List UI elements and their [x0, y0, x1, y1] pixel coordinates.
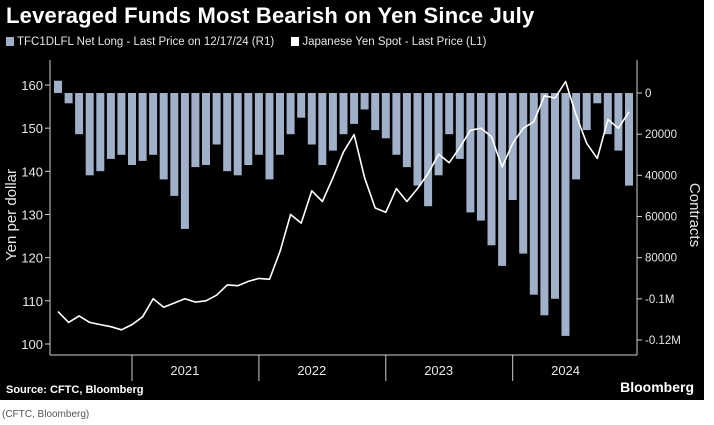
net-long-bar: [106, 93, 115, 159]
net-long-bar: [350, 93, 359, 124]
net-long-bar: [233, 93, 242, 176]
net-long-bar: [466, 93, 475, 213]
x-tick-label: 2023: [424, 363, 453, 378]
right-tick-label: 20000: [645, 129, 677, 141]
net-long-bar: [64, 93, 73, 104]
net-long-bar: [487, 93, 496, 246]
net-long-bar: [265, 93, 274, 180]
net-long-bar: [519, 93, 528, 254]
net-long-bar: [244, 93, 253, 165]
left-tick-label: 160: [21, 78, 43, 93]
yen-spot-line: [57, 80, 630, 331]
net-long-bar: [593, 93, 602, 104]
net-long-bar: [276, 93, 284, 155]
net-long-bar: [117, 93, 126, 155]
net-long-bar: [455, 93, 464, 159]
net-long-bar: [572, 93, 581, 180]
legend-item-yen-spot: Japanese Yen Spot - Last Price (L1): [291, 36, 487, 48]
net-long-bar: [96, 93, 105, 172]
net-long-bar: [498, 93, 507, 266]
x-tick-label: 2022: [297, 363, 326, 378]
net-long-bar: [603, 93, 612, 135]
net-long-bar: [138, 93, 147, 161]
net-long-bar: [339, 93, 348, 135]
net-long-bar: [476, 93, 485, 221]
net-long-bar: [381, 93, 390, 139]
net-long-bar: [254, 93, 263, 155]
source-note: Source: CFTC, Bloomberg: [6, 384, 144, 396]
right-tick-label: 80000: [645, 253, 677, 265]
legend: TFC1DLFL Net Long - Last Price on 12/17/…: [6, 36, 501, 48]
net-long-bar: [625, 93, 633, 186]
x-tick-label: 2024: [551, 363, 580, 378]
net-long-bar: [508, 93, 517, 200]
net-long-bar: [307, 93, 316, 145]
legend-item-net-long: TFC1DLFL Net Long - Last Price on 12/17/…: [6, 36, 274, 48]
right-tick-label: -0.1M: [645, 294, 674, 306]
net-long-bar: [54, 80, 62, 93]
legend-swatch-bars: [6, 37, 14, 46]
right-tick-label: 0: [645, 88, 651, 100]
net-long-bar: [286, 93, 295, 135]
legend-label-yen-spot: Japanese Yen Spot - Last Price (L1): [302, 36, 487, 48]
bar-series: [54, 80, 633, 336]
net-long-bar: [614, 93, 623, 151]
net-long-bar: [392, 93, 401, 155]
left-tick-label: 140: [21, 164, 43, 179]
net-long-bar: [413, 93, 422, 186]
net-long-bar: [551, 93, 559, 299]
left-tick-label: 130: [21, 208, 43, 223]
y-axis-label-right: Contracts: [686, 183, 703, 247]
net-long-bar: [424, 93, 433, 207]
legend-label-net-long: TFC1DLFL Net Long - Last Price on 12/17/…: [17, 36, 275, 48]
net-long-bar: [223, 93, 232, 172]
net-long-bar: [149, 93, 158, 155]
y-axis-label-left: Yen per dollar: [3, 169, 20, 261]
net-long-bar: [561, 93, 570, 336]
chart-panel: Leveraged Funds Most Bearish on Yen Sinc…: [0, 0, 704, 400]
net-long-bar: [371, 93, 380, 131]
left-tick-label: 100: [21, 337, 43, 352]
right-tick-label: 40000: [645, 170, 677, 182]
net-long-bar: [170, 93, 179, 196]
net-long-bar: [128, 93, 136, 165]
right-tick-label: 60000: [645, 212, 677, 224]
net-long-bar: [191, 93, 200, 168]
net-long-bar: [328, 93, 337, 151]
net-long-bar: [540, 93, 549, 316]
image-caption: (CFTC, Bloomberg): [2, 409, 90, 420]
chart-svg: 100 110 120 130 140 150 160 0 20000 40000 60000 800…: [3, 60, 703, 381]
legend-swatch-line: [291, 37, 300, 46]
net-long-bar: [402, 93, 411, 168]
left-tick-label: 150: [21, 121, 43, 136]
net-long-bar: [159, 93, 168, 180]
net-long-bar: [318, 93, 327, 165]
chart-title: Leveraged Funds Most Bearish on Yen Sinc…: [6, 3, 535, 28]
net-long-bar: [582, 93, 591, 131]
net-long-bar: [212, 93, 221, 145]
net-long-bar: [445, 93, 454, 135]
net-long-bar: [85, 93, 94, 176]
net-long-bar: [297, 93, 306, 118]
left-tick-label: 110: [22, 294, 43, 309]
net-long-bar: [202, 93, 210, 165]
right-tick-label: -0.12M: [645, 335, 681, 347]
x-tick-label: 2021: [170, 363, 199, 378]
net-long-bar: [360, 93, 369, 110]
net-long-bar: [75, 93, 84, 135]
net-long-bar: [434, 93, 443, 176]
axes: 100 110 120 130 140 150 160 0 20000 40000 60000 800…: [21, 60, 681, 381]
left-tick-label: 120: [21, 251, 43, 266]
bloomberg-logo: Bloomberg: [620, 379, 694, 395]
net-long-bar: [529, 93, 538, 295]
net-long-bar: [180, 93, 189, 229]
